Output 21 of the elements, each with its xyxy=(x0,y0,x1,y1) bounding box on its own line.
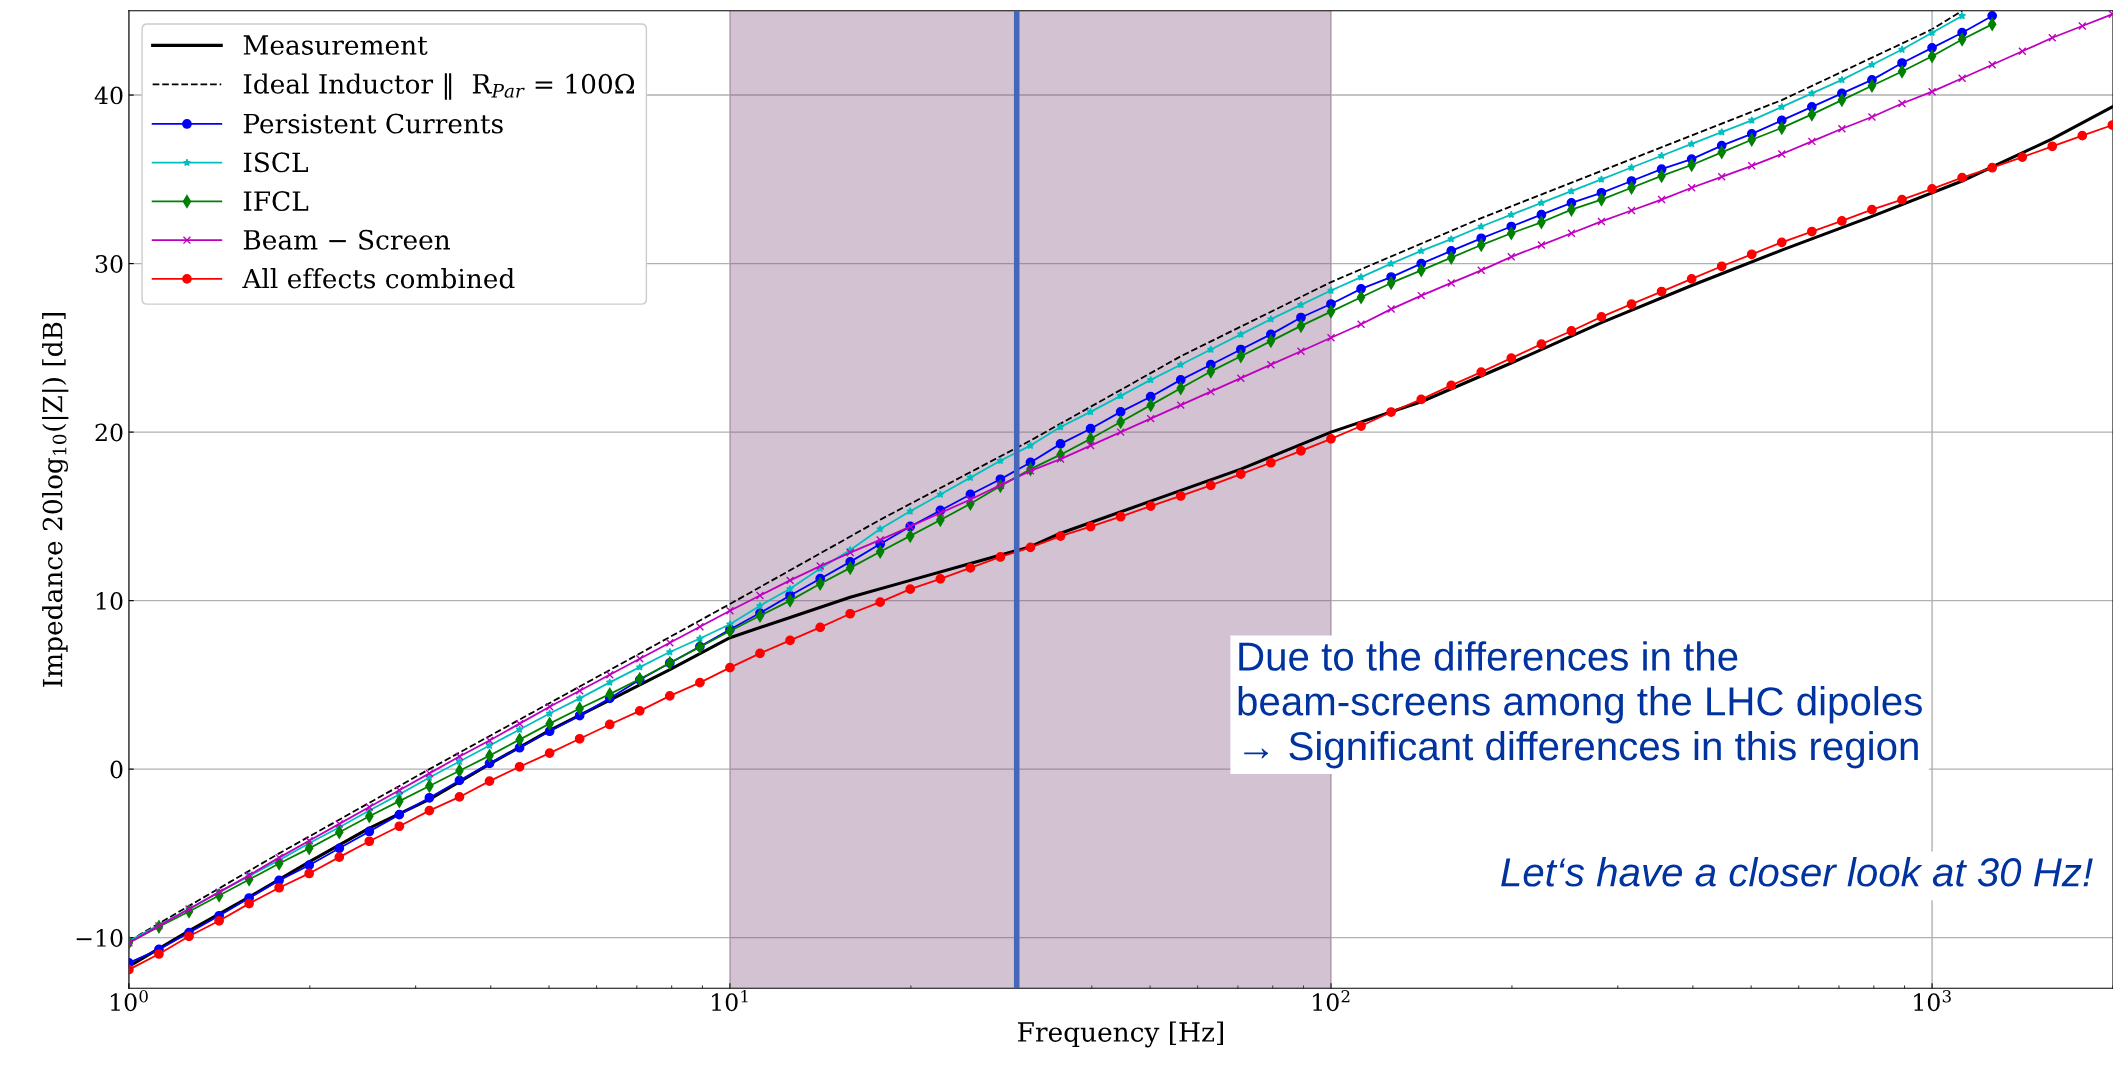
legend-label: ISCL xyxy=(243,152,308,173)
y-tick-label: 10 xyxy=(96,592,123,610)
x-tick-label: 10$^{3}$ xyxy=(1914,989,1951,1012)
x-tick-label: 10$^{2}$ xyxy=(1313,989,1350,1012)
x-tick-label: 10$^{0}$ xyxy=(111,989,148,1012)
y-axis-title: Impedance 20log$_{10}$(|Z|) [dB] xyxy=(41,313,69,687)
y-tick-label: −10 xyxy=(76,929,123,947)
y-tick-label: 40 xyxy=(94,86,123,105)
y-tick-label: 20 xyxy=(95,423,123,442)
legend-label: Ideal Inductor ‖ R$_{Par}$ = 100Ω xyxy=(243,73,635,100)
x-axis-title: Frequency [Hz] xyxy=(1018,1021,1223,1048)
y-tick-label: 0 xyxy=(110,760,123,779)
legend-label: Measurement xyxy=(243,35,428,55)
legend-label: Beam − Screen xyxy=(243,229,450,250)
legend-label: All effects combined xyxy=(242,268,515,289)
legend-label: Persistent Currents xyxy=(243,113,503,134)
annotation: Due to the differences in the beam-screens among the LHC dipoles → Significant differences in this region xyxy=(1238,641,1922,769)
x-tick-label: 10$^{1}$ xyxy=(712,989,748,1012)
annotation: Let‘s have a closer look at 30 Hz! xyxy=(1501,857,2093,887)
y-tick-label: 30 xyxy=(95,255,123,273)
legend-label: IFCL xyxy=(243,191,309,212)
